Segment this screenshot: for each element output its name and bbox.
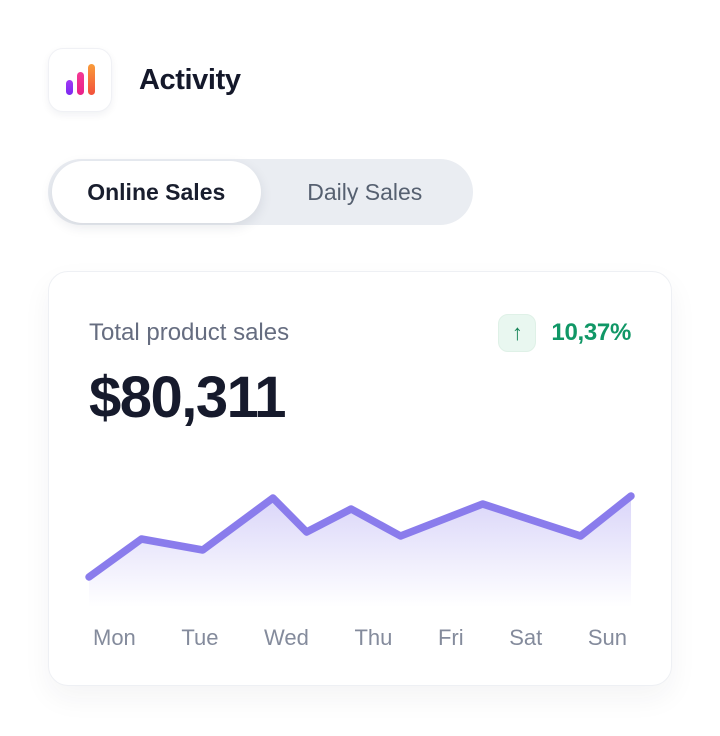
bar-chart-icon-bar-medium: [76, 72, 84, 95]
sales-line-chart: Mon Tue Wed Thu Fri Sat Sun: [85, 479, 635, 651]
tab-online-sales[interactable]: Online Sales: [52, 161, 261, 223]
bar-chart-icon-bar-small: [65, 80, 73, 95]
chart-area-fill: [89, 495, 632, 607]
page-header: Activity: [48, 48, 672, 112]
sales-tabs: Online Sales Daily Sales: [48, 159, 473, 225]
x-axis-label: Sun: [587, 624, 627, 650]
total-sales-value: $80,311: [89, 365, 286, 430]
card-header-row: Total product sales ↑ 10,37%: [89, 314, 631, 352]
x-axis-label: Tue: [181, 624, 219, 650]
trend-percent: 10,37%: [551, 319, 631, 346]
page-title: Activity: [139, 63, 241, 96]
card-label: Total product sales: [89, 319, 290, 346]
x-axis-label: Mon: [93, 624, 136, 650]
bar-chart-icon-bar-large: [87, 64, 95, 95]
x-axis-label: Thu: [354, 624, 393, 650]
bar-chart-icon: [48, 48, 112, 112]
chart-line: [85, 492, 635, 581]
x-axis-label: Sat: [509, 624, 543, 650]
activity-page: Activity Online Sales Daily Sales Total …: [48, 48, 672, 686]
x-axis-labels: Mon Tue Wed Thu Fri Sat Sun: [89, 625, 631, 651]
sales-summary-card: Total product sales ↑ 10,37% $80,311: [48, 271, 672, 686]
arrow-up-icon: ↑: [511, 320, 523, 345]
trend-up-badge: ↑: [498, 314, 537, 352]
x-axis-label: Fri: [437, 624, 464, 650]
x-axis-label: Wed: [264, 624, 309, 650]
tab-daily-sales[interactable]: Daily Sales: [261, 163, 470, 221]
trend-indicator: ↑ 10,37%: [498, 314, 631, 352]
sales-line-chart-svg: [85, 492, 635, 607]
